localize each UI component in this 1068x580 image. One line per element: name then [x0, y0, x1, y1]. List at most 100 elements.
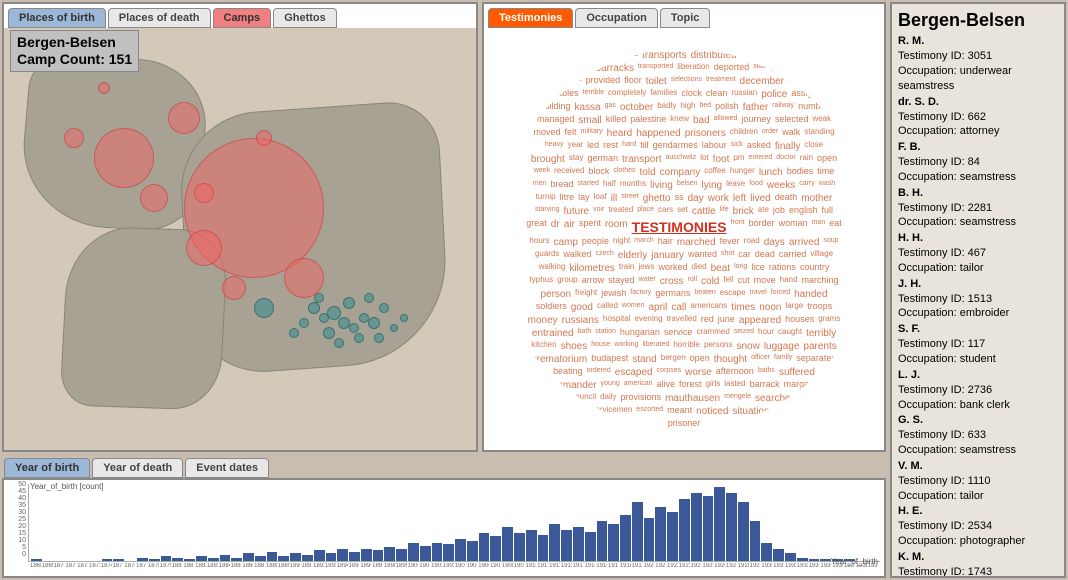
bar[interactable]: [785, 553, 796, 561]
bar[interactable]: [738, 502, 749, 561]
word[interactable]: selected: [775, 114, 809, 127]
testimony-entry[interactable]: S. F.Testimony ID: 117Occupation: studen…: [898, 322, 1058, 367]
word[interactable]: servicemen: [591, 405, 632, 418]
word[interactable]: loaf: [594, 192, 607, 205]
word[interactable]: dr: [551, 218, 560, 236]
word[interactable]: beating: [553, 366, 583, 379]
bar[interactable]: [137, 558, 148, 561]
word[interactable]: luggage: [764, 340, 800, 353]
word[interactable]: died: [691, 262, 706, 275]
word[interactable]: guards: [535, 249, 559, 262]
word[interactable]: standing: [804, 127, 834, 140]
word[interactable]: turnip: [536, 192, 556, 205]
birth-marker[interactable]: [354, 333, 364, 343]
birth-marker[interactable]: [368, 317, 380, 329]
word[interactable]: car: [738, 249, 751, 262]
word[interactable]: lay: [578, 192, 590, 205]
word[interactable]: ground: [531, 405, 556, 418]
word[interactable]: germans: [655, 288, 690, 301]
word[interactable]: working: [614, 340, 638, 353]
word[interactable]: valuables: [541, 88, 579, 101]
word[interactable]: stand: [632, 353, 656, 366]
word[interactable]: happened: [636, 127, 681, 140]
bar[interactable]: [502, 527, 513, 561]
word[interactable]: cross: [660, 275, 684, 288]
word[interactable]: doctor: [776, 153, 795, 166]
word[interactable]: american: [624, 379, 653, 392]
bar[interactable]: [408, 543, 419, 561]
word[interactable]: gas: [605, 101, 616, 114]
bar[interactable]: [361, 549, 372, 561]
word[interactable]: belongings: [529, 62, 573, 75]
word[interactable]: life: [720, 205, 729, 218]
camp-marker[interactable]: [222, 276, 246, 300]
word[interactable]: families: [650, 88, 677, 101]
word[interactable]: crematorium: [532, 353, 588, 366]
testimony-entry[interactable]: H. E.Testimony ID: 2534Occupation: photo…: [898, 504, 1058, 549]
word[interactable]: received: [554, 166, 584, 179]
word[interactable]: great: [526, 218, 547, 236]
camp-marker[interactable]: [98, 82, 110, 94]
word[interactable]: work: [708, 192, 729, 205]
bar[interactable]: [432, 543, 443, 561]
word[interactable]: sick: [731, 140, 743, 153]
word[interactable]: town: [577, 62, 592, 75]
bar[interactable]: [220, 555, 231, 561]
word[interactable]: arrived: [789, 236, 820, 249]
word[interactable]: potatoes: [810, 405, 837, 418]
bar[interactable]: [267, 552, 278, 561]
word[interactable]: walked: [563, 249, 591, 262]
word[interactable]: spent: [579, 218, 601, 236]
word[interactable]: appeared: [739, 314, 781, 327]
word[interactable]: lasted: [724, 379, 745, 392]
word[interactable]: girls: [706, 379, 721, 392]
word[interactable]: large: [785, 301, 803, 314]
map-tab-1[interactable]: Places of death: [108, 8, 211, 28]
bar[interactable]: [443, 544, 454, 561]
word[interactable]: women: [622, 301, 645, 314]
word[interactable]: service: [664, 327, 693, 340]
word[interactable]: separated: [796, 353, 836, 366]
word[interactable]: person: [540, 288, 571, 301]
word[interactable]: budapest: [591, 353, 628, 366]
testimony-entry[interactable]: B. H.Testimony ID: 2281Occupation: seams…: [898, 186, 1058, 231]
word[interactable]: border: [749, 218, 775, 236]
bar[interactable]: [809, 559, 820, 561]
word[interactable]: parents: [803, 340, 836, 353]
word[interactable]: persons: [704, 340, 732, 353]
word[interactable]: evening: [635, 314, 663, 327]
word[interactable]: head: [788, 75, 804, 88]
word[interactable]: litre: [560, 192, 575, 205]
word[interactable]: liberation: [677, 62, 709, 75]
word[interactable]: protected: [605, 49, 638, 62]
word[interactable]: sister: [763, 49, 785, 62]
word[interactable]: lying: [702, 179, 723, 192]
birth-marker[interactable]: [390, 324, 398, 332]
word[interactable]: long: [734, 262, 747, 275]
cloud-tab-2[interactable]: Topic: [660, 8, 711, 28]
word[interactable]: clothes: [613, 166, 635, 179]
word[interactable]: future: [564, 205, 590, 218]
word[interactable]: railway: [772, 101, 794, 114]
bar[interactable]: [326, 553, 337, 561]
word[interactable]: eat: [829, 218, 842, 236]
word[interactable]: hunger: [730, 166, 755, 179]
word[interactable]: felt: [564, 127, 576, 140]
word[interactable]: caught: [778, 327, 802, 340]
testimony-entry[interactable]: G. S.Testimony ID: 633Occupation: seamst…: [898, 413, 1058, 458]
birth-marker[interactable]: [364, 293, 374, 303]
word[interactable]: prisoners: [685, 127, 726, 140]
bar[interactable]: [585, 532, 596, 561]
word[interactable]: toilet: [646, 75, 667, 88]
word[interactable]: air: [564, 218, 575, 236]
word[interactable]: auschwitz: [665, 153, 696, 166]
word[interactable]: treated: [608, 205, 633, 218]
word[interactable]: remained: [789, 49, 822, 62]
word[interactable]: escorted: [636, 405, 663, 418]
camp-marker[interactable]: [94, 128, 154, 188]
word[interactable]: mauthausen: [665, 392, 720, 405]
testimony-entry[interactable]: K. M.Testimony ID: 1743Occupation: teach…: [898, 550, 1058, 578]
word[interactable]: months: [620, 179, 646, 192]
word[interactable]: ill: [611, 192, 618, 205]
word[interactable]: transport: [622, 153, 661, 166]
